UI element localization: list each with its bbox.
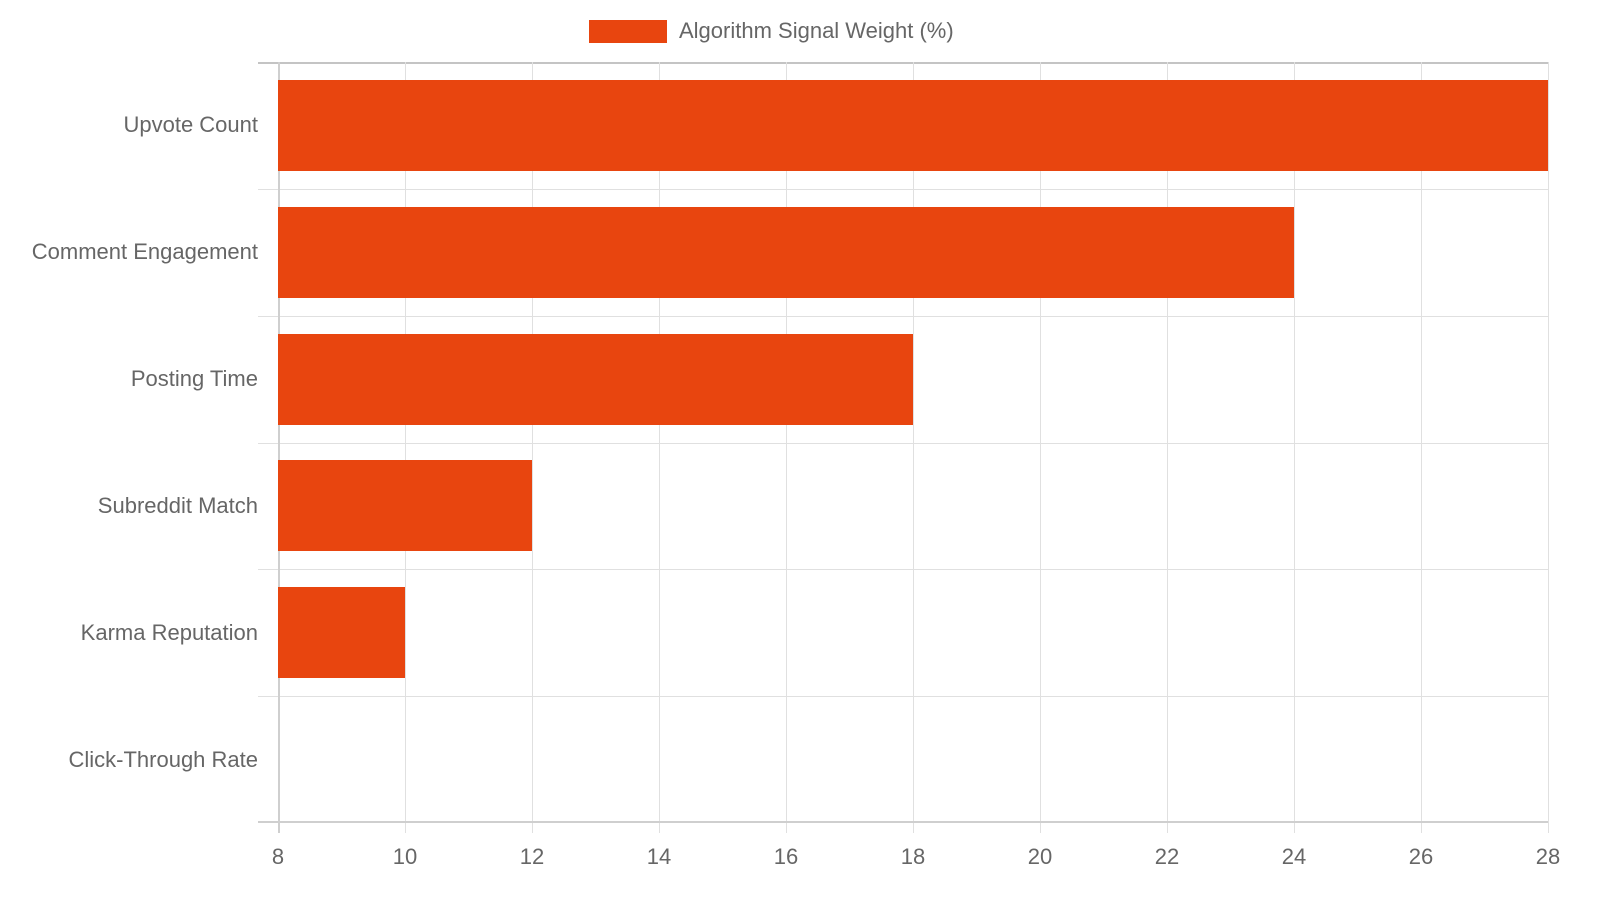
grid-line-vertical <box>532 62 533 833</box>
bar-subreddit-match[interactable] <box>278 460 532 552</box>
x-tick-label: 12 <box>519 844 545 869</box>
y-category-label: Subreddit Match <box>97 492 258 518</box>
grid-line-vertical <box>405 62 406 833</box>
y-category-label: Posting Time <box>130 366 258 392</box>
axis-top-line <box>258 62 1548 64</box>
x-tick-label: 26 <box>1408 844 1434 869</box>
grid-line-horizontal <box>258 315 1548 317</box>
x-tick-label: 14 <box>646 844 672 869</box>
grid-line-vertical <box>913 62 914 833</box>
bar-karma-reputation[interactable] <box>278 587 405 679</box>
grid-line-vertical <box>659 62 660 833</box>
y-axis-line <box>278 62 280 833</box>
grid-line-horizontal <box>258 442 1548 444</box>
y-category-label: Karma Reputation <box>80 619 258 645</box>
y-category-label: Click-Through Rate <box>68 746 258 772</box>
y-category-label: Upvote Count <box>123 112 258 138</box>
x-tick-label: 16 <box>773 844 799 869</box>
grid-line-horizontal <box>258 188 1548 190</box>
grid-line-horizontal <box>258 569 1548 571</box>
x-tick-label: 20 <box>1027 844 1053 869</box>
grid-line-vertical <box>1421 62 1422 833</box>
x-tick-label: 10 <box>392 844 418 869</box>
grid-line-vertical <box>1040 62 1041 833</box>
bar-upvote-count[interactable] <box>278 79 1548 171</box>
plot-area <box>258 62 1549 833</box>
legend-swatch <box>589 19 667 43</box>
y-category-label: Comment Engagement <box>31 239 258 265</box>
grid-line-vertical <box>786 62 787 833</box>
grid-line-horizontal <box>258 696 1548 698</box>
x-axis-line <box>258 821 1548 823</box>
x-tick-label: 8 <box>271 844 285 869</box>
x-tick-label: 18 <box>900 844 926 869</box>
legend-label: Algorithm Signal Weight (%) <box>679 18 954 43</box>
grid-line-vertical <box>1167 62 1168 833</box>
grid-line-vertical <box>1548 62 1549 833</box>
chart-legend[interactable]: Algorithm Signal Weight (%) <box>589 18 954 43</box>
x-tick-label: 22 <box>1154 844 1180 869</box>
bar-posting-time[interactable] <box>278 333 913 425</box>
x-tick-label: 24 <box>1281 844 1307 869</box>
grid-line-vertical <box>1294 62 1295 833</box>
bar-comment-engagement[interactable] <box>278 206 1294 298</box>
x-tick-label: 28 <box>1535 844 1561 869</box>
